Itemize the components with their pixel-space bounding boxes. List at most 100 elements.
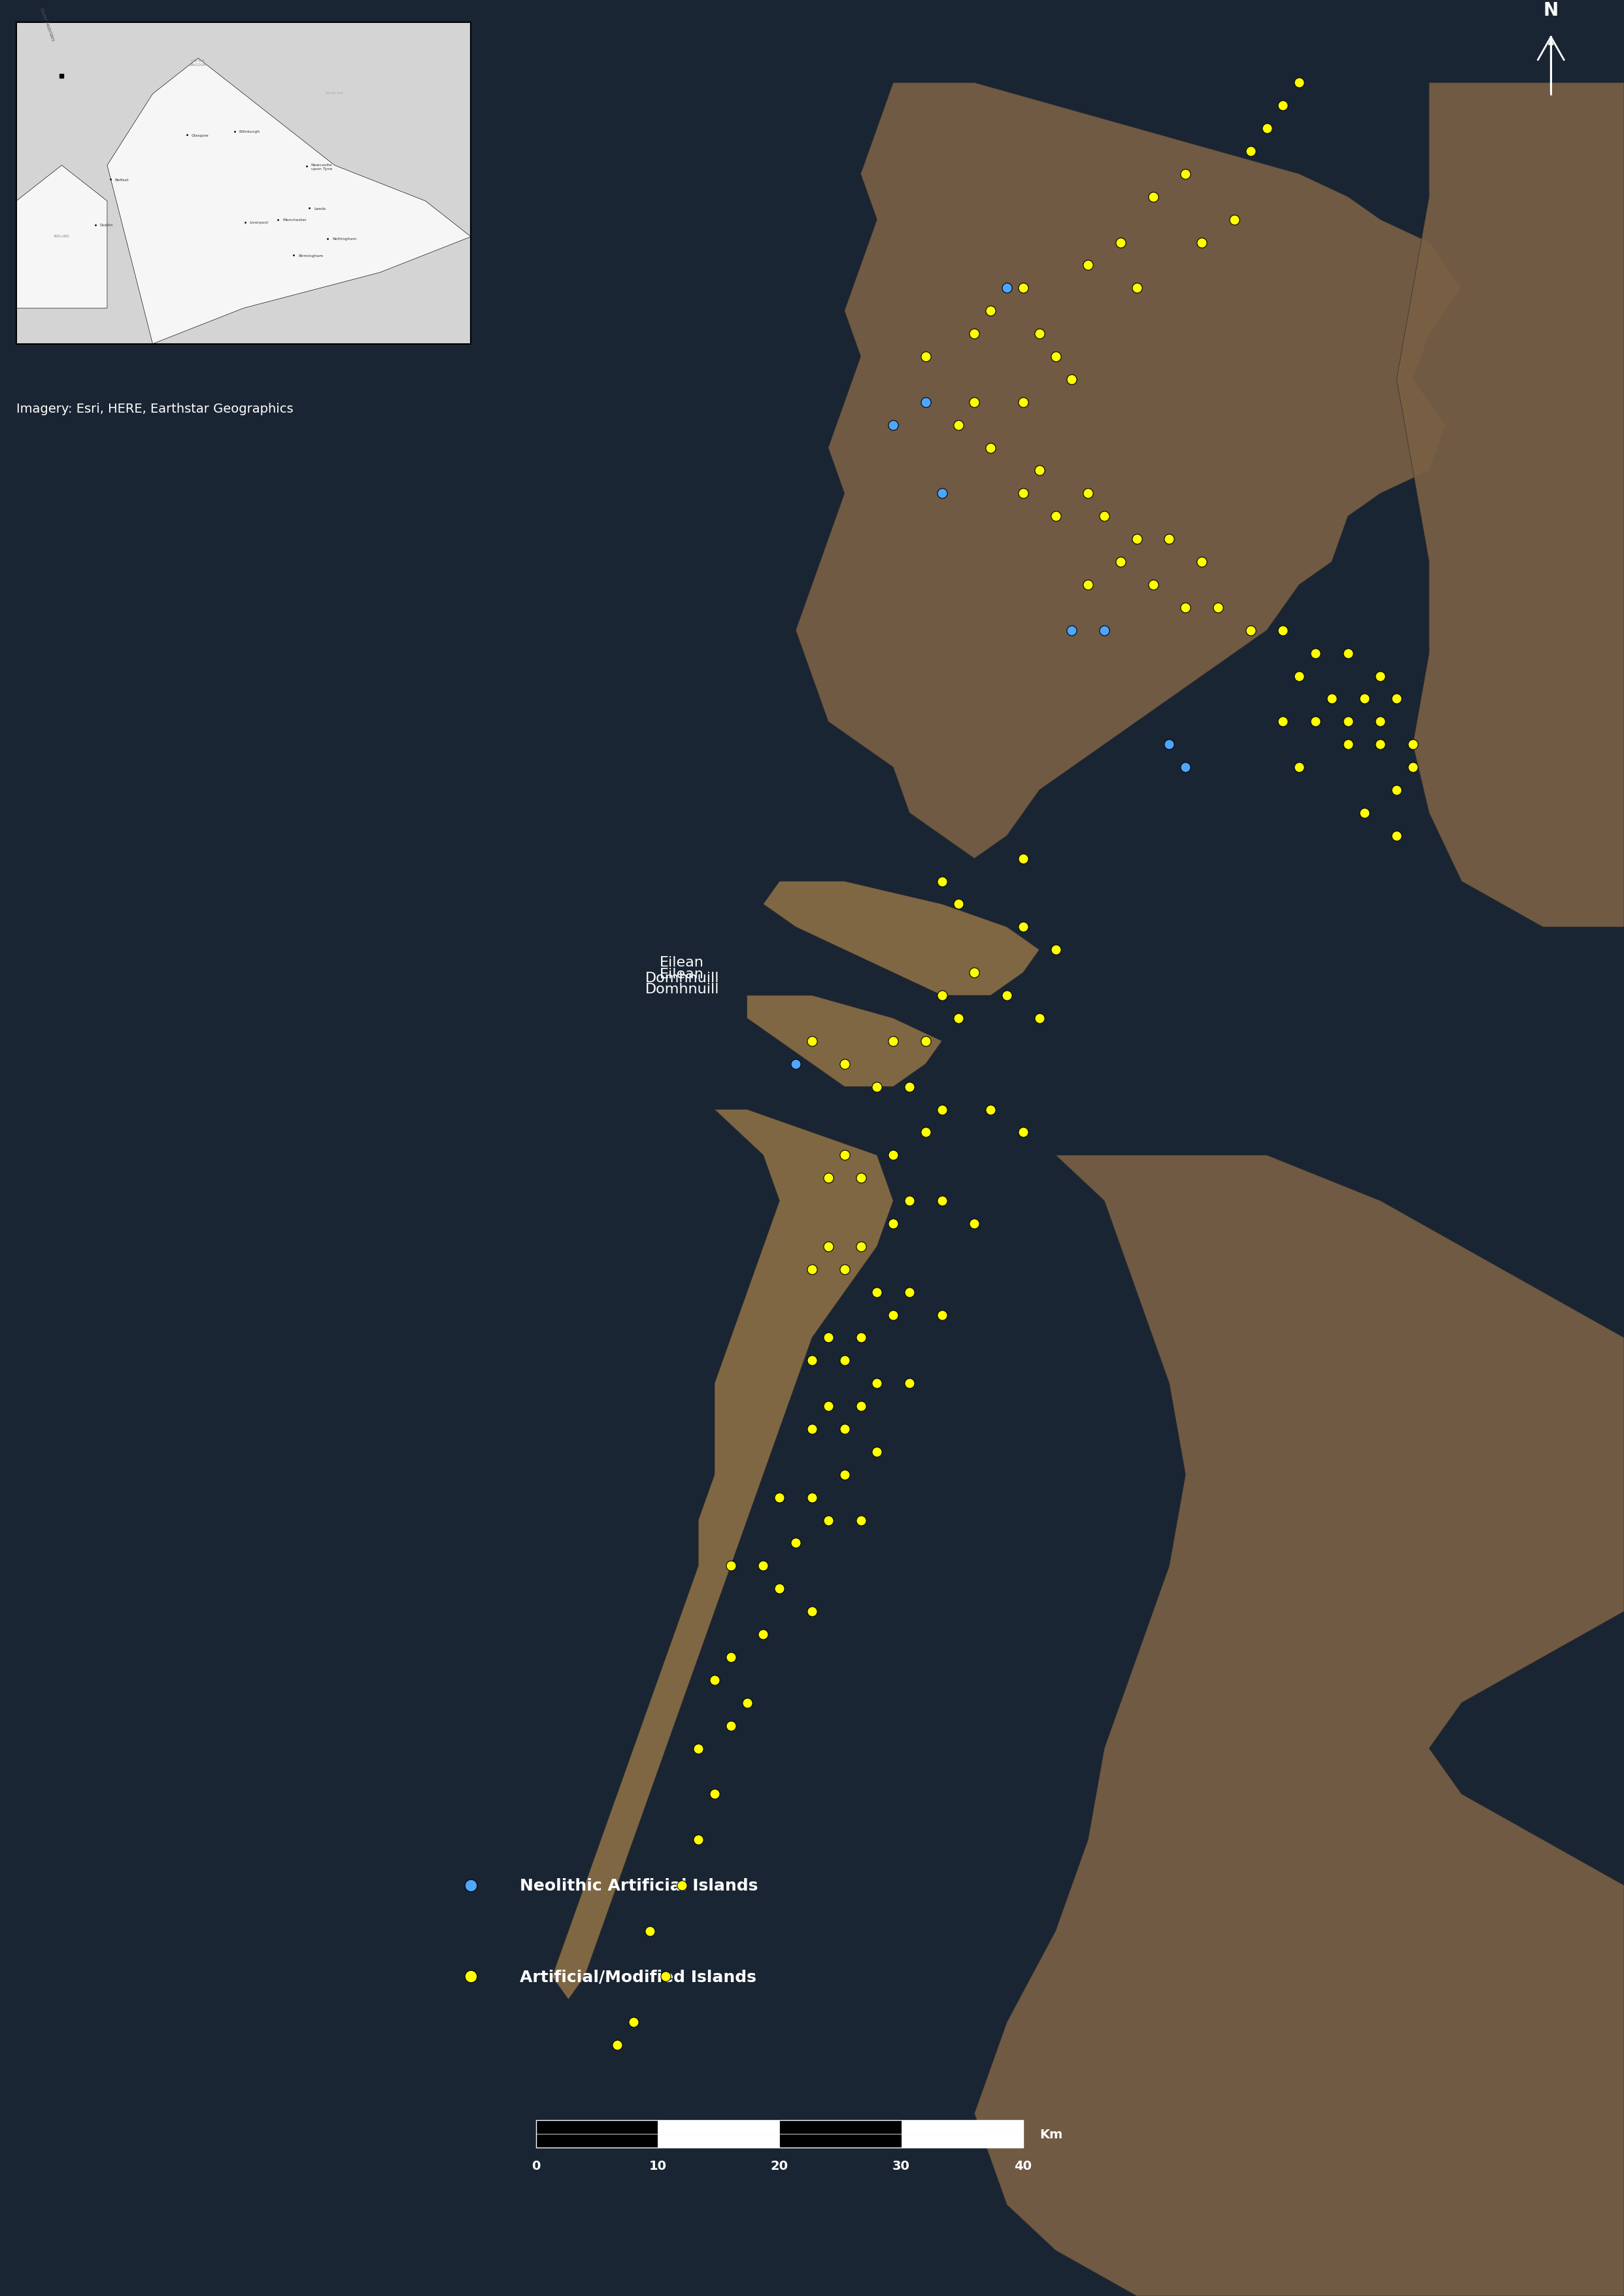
Artificial/Modified Islands	[1026, 452, 1052, 489]
Neolithic Artificial Islands	[1156, 726, 1182, 762]
Artificial/Modified Islands	[799, 1593, 825, 1630]
Text: Newcastle
upon Tyne: Newcastle upon Tyne	[310, 163, 333, 170]
Artificial/Modified Islands	[896, 1182, 922, 1219]
Artificial/Modified Islands	[896, 1068, 922, 1104]
Text: Dublin: Dublin	[101, 223, 114, 227]
Point	[458, 1867, 484, 1903]
Artificial/Modified Islands	[1010, 383, 1036, 420]
Text: Imagery: Esri, HERE, Earthstar Geographics: Imagery: Esri, HERE, Earthstar Geographi…	[16, 402, 294, 416]
Artificial/Modified Islands	[1043, 498, 1069, 535]
Artificial/Modified Islands	[1367, 703, 1393, 739]
Text: IRELAND: IRELAND	[54, 234, 70, 239]
Artificial/Modified Islands	[1010, 271, 1036, 308]
Artificial/Modified Islands	[945, 1001, 971, 1038]
Artificial/Modified Islands	[848, 1389, 874, 1426]
Artificial/Modified Islands	[1237, 133, 1263, 170]
Artificial/Modified Islands	[1124, 271, 1150, 308]
Artificial/Modified Islands	[1173, 590, 1199, 627]
Polygon shape	[552, 1109, 893, 2000]
Artificial/Modified Islands	[1270, 703, 1296, 739]
Text: Km: Km	[1039, 2128, 1062, 2140]
Artificial/Modified Islands	[783, 1525, 809, 1561]
Artificial/Modified Islands	[685, 1731, 711, 1768]
Artificial/Modified Islands	[880, 1297, 906, 1334]
Artificial/Modified Islands	[831, 1343, 857, 1380]
Artificial/Modified Islands	[799, 1343, 825, 1380]
Artificial/Modified Islands	[620, 2004, 646, 2041]
Artificial/Modified Islands	[815, 1320, 841, 1357]
Text: Edinburgh: Edinburgh	[239, 131, 260, 133]
Artificial/Modified Islands	[864, 1274, 890, 1311]
Artificial/Modified Islands	[929, 1182, 955, 1219]
Polygon shape	[16, 165, 107, 308]
Artificial/Modified Islands	[831, 1410, 857, 1446]
Artificial/Modified Islands	[929, 1091, 955, 1127]
Artificial/Modified Islands	[961, 955, 987, 992]
Artificial/Modified Islands	[961, 317, 987, 354]
Bar	[901, 2119, 1023, 2133]
Artificial/Modified Islands	[1335, 726, 1361, 762]
Artificial/Modified Islands	[1254, 110, 1280, 147]
Artificial/Modified Islands	[734, 1685, 760, 1722]
Artificial/Modified Islands	[848, 1228, 874, 1265]
Artificial/Modified Islands	[1335, 636, 1361, 673]
Artificial/Modified Islands	[702, 1775, 728, 1812]
Bar	[658, 2119, 780, 2133]
Artificial/Modified Islands	[1367, 726, 1393, 762]
Artificial/Modified Islands	[799, 1251, 825, 1288]
Artificial/Modified Islands	[815, 1159, 841, 1196]
Artificial/Modified Islands	[994, 978, 1020, 1015]
Artificial/Modified Islands	[1059, 360, 1085, 397]
Artificial/Modified Islands	[929, 1297, 955, 1334]
Artificial/Modified Islands	[1367, 659, 1393, 696]
Bar	[536, 2119, 1023, 2147]
Artificial/Modified Islands	[815, 1502, 841, 1538]
Artificial/Modified Islands	[1108, 225, 1134, 262]
Artificial/Modified Islands	[831, 1045, 857, 1081]
Artificial/Modified Islands	[1091, 498, 1117, 535]
Text: Eilean
Domhnuill: Eilean Domhnuill	[645, 955, 719, 985]
Artificial/Modified Islands	[929, 863, 955, 900]
Neolithic Artificial Islands	[1059, 613, 1085, 650]
Artificial/Modified Islands	[702, 1662, 728, 1699]
Artificial/Modified Islands	[1302, 636, 1328, 673]
Neolithic Artificial Islands	[1173, 748, 1199, 785]
Artificial/Modified Islands	[1400, 748, 1426, 785]
Text: Leeds: Leeds	[313, 207, 326, 211]
Neolithic Artificial Islands	[929, 475, 955, 512]
Point	[458, 1958, 484, 1995]
Artificial/Modified Islands	[1173, 156, 1199, 193]
Artificial/Modified Islands	[978, 1091, 1004, 1127]
Neolithic Artificial Islands	[1091, 613, 1117, 650]
Artificial/Modified Islands	[1205, 590, 1231, 627]
Bar	[901, 2133, 1023, 2147]
Text: Nottingham: Nottingham	[333, 236, 357, 241]
Artificial/Modified Islands	[799, 1410, 825, 1446]
Artificial/Modified Islands	[864, 1366, 890, 1403]
Artificial/Modified Islands	[1043, 932, 1069, 969]
Text: 40: 40	[1015, 2158, 1031, 2172]
Text: 0: 0	[531, 2158, 541, 2172]
Text: Artificial/Modified Islands: Artificial/Modified Islands	[520, 1968, 757, 1984]
Artificial/Modified Islands	[685, 1821, 711, 1857]
Artificial/Modified Islands	[1335, 703, 1361, 739]
Text: Liverpool: Liverpool	[250, 220, 268, 225]
Artificial/Modified Islands	[1010, 475, 1036, 512]
Artificial/Modified Islands	[799, 1479, 825, 1515]
Artificial/Modified Islands	[1286, 659, 1312, 696]
Text: 10: 10	[650, 2158, 666, 2172]
Text: N: N	[1543, 0, 1559, 18]
Artificial/Modified Islands	[1124, 521, 1150, 558]
Text: North Sea: North Sea	[325, 92, 344, 94]
Artificial/Modified Islands	[1270, 613, 1296, 650]
Artificial/Modified Islands	[653, 1958, 679, 1995]
Artificial/Modified Islands	[961, 383, 987, 420]
Artificial/Modified Islands	[1075, 248, 1101, 285]
Neolithic Artificial Islands	[994, 271, 1020, 308]
Artificial/Modified Islands	[1351, 682, 1377, 719]
Artificial/Modified Islands	[718, 1639, 744, 1676]
Artificial/Modified Islands	[1026, 1001, 1052, 1038]
Bar	[536, 2133, 658, 2147]
Artificial/Modified Islands	[1140, 567, 1166, 604]
Polygon shape	[796, 83, 1462, 859]
